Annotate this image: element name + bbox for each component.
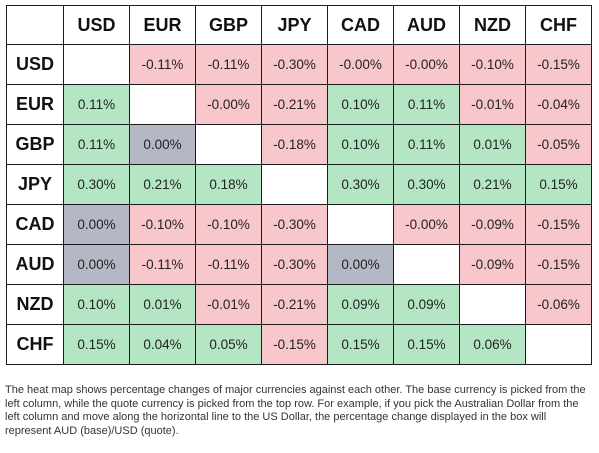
heatmap-cell-jpy-jpy (261, 164, 328, 205)
heatmap-cell-cad-nzd: -0.09% (459, 204, 526, 245)
table-row: AUD 0.00% -0.11% -0.11% -0.30% 0.00% -0.09% -0.… (6, 244, 592, 285)
heatmap-cell-eur-jpy: -0.21% (261, 84, 328, 125)
corner-cell (6, 5, 64, 45)
heatmap-cell-aud-usd: 0.00% (63, 244, 130, 285)
heatmap-cell-eur-chf: -0.04% (525, 84, 592, 125)
heatmap-body: USD -0.11% -0.11% -0.30% -0.00% -0.00% -0.10% -… (6, 44, 592, 365)
heatmap-cell-nzd-aud: 0.09% (393, 284, 460, 325)
column-header-chf: CHF (525, 5, 592, 45)
heatmap-cell-eur-cad: 0.10% (327, 84, 394, 125)
heatmap-cell-jpy-eur: 0.21% (129, 164, 196, 205)
quote-currency-header-row: USD EUR GBP JPY CAD AUD NZD CHF (6, 5, 592, 45)
table-row: JPY 0.30% 0.21% 0.18% 0.30% 0.30% 0.21% 0.15% (6, 164, 592, 205)
heatmap-cell-jpy-nzd: 0.21% (459, 164, 526, 205)
heatmap-cell-gbp-nzd: 0.01% (459, 124, 526, 165)
column-header-eur: EUR (129, 5, 196, 45)
heatmap-cell-chf-eur: 0.04% (129, 324, 196, 365)
heatmap-cell-gbp-chf: -0.05% (525, 124, 592, 165)
currency-heatmap-table: USD EUR GBP JPY CAD AUD NZD CHF USD -0.11% -0.11%… (6, 5, 592, 365)
heatmap-cell-cad-jpy: -0.30% (261, 204, 328, 245)
table-row: NZD 0.10% 0.01% -0.01% -0.21% 0.09% 0.09% -0.06… (6, 284, 592, 325)
heatmap-cell-eur-gbp: -0.00% (195, 84, 262, 125)
heatmap-cell-chf-chf (525, 324, 592, 365)
heatmap-cell-usd-aud: -0.00% (393, 44, 460, 85)
heatmap-cell-gbp-eur: 0.00% (129, 124, 196, 165)
heatmap-cell-jpy-gbp: 0.18% (195, 164, 262, 205)
heatmap-cell-gbp-cad: 0.10% (327, 124, 394, 165)
column-header-jpy: JPY (261, 5, 328, 45)
heatmap-cell-aud-eur: -0.11% (129, 244, 196, 285)
table-row: CAD 0.00% -0.10% -0.10% -0.30% -0.00% -0.09% -0… (6, 204, 592, 245)
heatmap-cell-nzd-usd: 0.10% (63, 284, 130, 325)
row-header-gbp: GBP (6, 124, 64, 165)
heatmap-cell-chf-gbp: 0.05% (195, 324, 262, 365)
heatmap-cell-usd-usd (63, 44, 130, 85)
heatmap-cell-jpy-cad: 0.30% (327, 164, 394, 205)
column-header-aud: AUD (393, 5, 460, 45)
heatmap-cell-aud-aud (393, 244, 460, 285)
table-row: USD -0.11% -0.11% -0.30% -0.00% -0.00% -0.10% -… (6, 44, 592, 85)
heatmap-cell-nzd-nzd (459, 284, 526, 325)
heatmap-cell-nzd-gbp: -0.01% (195, 284, 262, 325)
column-header-usd: USD (63, 5, 130, 45)
heatmap-cell-eur-aud: 0.11% (393, 84, 460, 125)
heatmap-cell-cad-eur: -0.10% (129, 204, 196, 245)
heatmap-cell-eur-usd: 0.11% (63, 84, 130, 125)
row-header-aud: AUD (6, 244, 64, 285)
heatmap-cell-eur-eur (129, 84, 196, 125)
heatmap-cell-jpy-chf: 0.15% (525, 164, 592, 205)
heatmap-cell-usd-eur: -0.11% (129, 44, 196, 85)
heatmap-cell-nzd-cad: 0.09% (327, 284, 394, 325)
heatmap-cell-chf-usd: 0.15% (63, 324, 130, 365)
heatmap-cell-usd-gbp: -0.11% (195, 44, 262, 85)
heatmap-cell-gbp-gbp (195, 124, 262, 165)
heatmap-cell-gbp-usd: 0.11% (63, 124, 130, 165)
heatmap-cell-cad-gbp: -0.10% (195, 204, 262, 245)
heatmap-cell-chf-aud: 0.15% (393, 324, 460, 365)
heatmap-cell-chf-cad: 0.15% (327, 324, 394, 365)
column-header-nzd: NZD (459, 5, 526, 45)
row-header-eur: EUR (6, 84, 64, 125)
heatmap-cell-aud-nzd: -0.09% (459, 244, 526, 285)
heatmap-cell-usd-nzd: -0.10% (459, 44, 526, 85)
row-header-usd: USD (6, 44, 64, 85)
heatmap-cell-aud-jpy: -0.30% (261, 244, 328, 285)
heatmap-cell-nzd-chf: -0.06% (525, 284, 592, 325)
heatmap-cell-jpy-aud: 0.30% (393, 164, 460, 205)
table-row: EUR 0.11% -0.00% -0.21% 0.10% 0.11% -0.01% -0.0… (6, 84, 592, 125)
heatmap-cell-jpy-usd: 0.30% (63, 164, 130, 205)
heatmap-cell-usd-jpy: -0.30% (261, 44, 328, 85)
heatmap-cell-cad-cad (327, 204, 394, 245)
row-header-nzd: NZD (6, 284, 64, 325)
row-header-jpy: JPY (6, 164, 64, 205)
heatmap-cell-aud-gbp: -0.11% (195, 244, 262, 285)
heatmap-cell-nzd-jpy: -0.21% (261, 284, 328, 325)
heatmap-cell-usd-chf: -0.15% (525, 44, 592, 85)
table-row: GBP 0.11% 0.00% -0.18% 0.10% 0.11% 0.01% -0.05% (6, 124, 592, 165)
column-header-gbp: GBP (195, 5, 262, 45)
heatmap-cell-nzd-eur: 0.01% (129, 284, 196, 325)
column-header-cad: CAD (327, 5, 394, 45)
heatmap-cell-gbp-jpy: -0.18% (261, 124, 328, 165)
heatmap-cell-gbp-aud: 0.11% (393, 124, 460, 165)
heatmap-caption: The heat map shows percentage changes of… (5, 384, 586, 437)
heatmap-cell-usd-cad: -0.00% (327, 44, 394, 85)
heatmap-cell-cad-chf: -0.15% (525, 204, 592, 245)
heatmap-cell-chf-jpy: -0.15% (261, 324, 328, 365)
row-header-cad: CAD (6, 204, 64, 245)
heatmap-cell-aud-chf: -0.15% (525, 244, 592, 285)
row-header-chf: CHF (6, 324, 64, 365)
table-row: CHF 0.15% 0.04% 0.05% -0.15% 0.15% 0.15% 0.06% (6, 324, 592, 365)
heatmap-cell-cad-aud: -0.00% (393, 204, 460, 245)
heatmap-cell-eur-nzd: -0.01% (459, 84, 526, 125)
heatmap-cell-chf-nzd: 0.06% (459, 324, 526, 365)
heatmap-cell-aud-cad: 0.00% (327, 244, 394, 285)
heatmap-cell-cad-usd: 0.00% (63, 204, 130, 245)
